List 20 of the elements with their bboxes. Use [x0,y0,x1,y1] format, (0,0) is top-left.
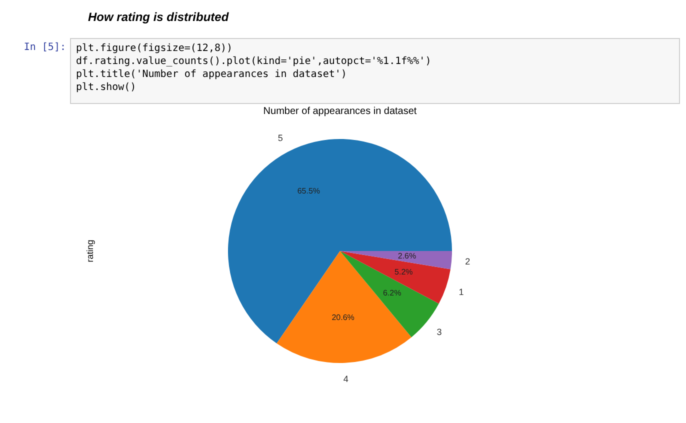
pie-slice [340,251,451,304]
text: df.rating.value_counts().plot(kind='pie',autopct='%1.1f%%') [76,55,432,68]
text: In [5]: [22,41,67,55]
text: plt.title('Number of appearances in dataset') [76,68,348,81]
data-label: 65.5% [297,186,320,196]
data-label: 20.6% [332,313,354,322]
chart-title: Number of appearances in dataset [263,106,417,117]
text: plt.show() [76,81,138,94]
slice-label: 3 [436,326,442,337]
slice-label: 1 [458,287,464,298]
slice-label: 5 [278,132,283,143]
text: rating [85,240,95,262]
text: How rating is distributed [88,10,230,26]
data-label: 5.2% [394,268,413,277]
data-label: 6.2% [382,288,402,298]
text: plt.figure(figsize=(12,8)) [76,42,234,55]
slice-label: 4 [343,374,348,384]
data-label: 2.6% [398,251,416,260]
pie-slice [340,251,452,270]
slice-label: 2 [465,256,470,266]
